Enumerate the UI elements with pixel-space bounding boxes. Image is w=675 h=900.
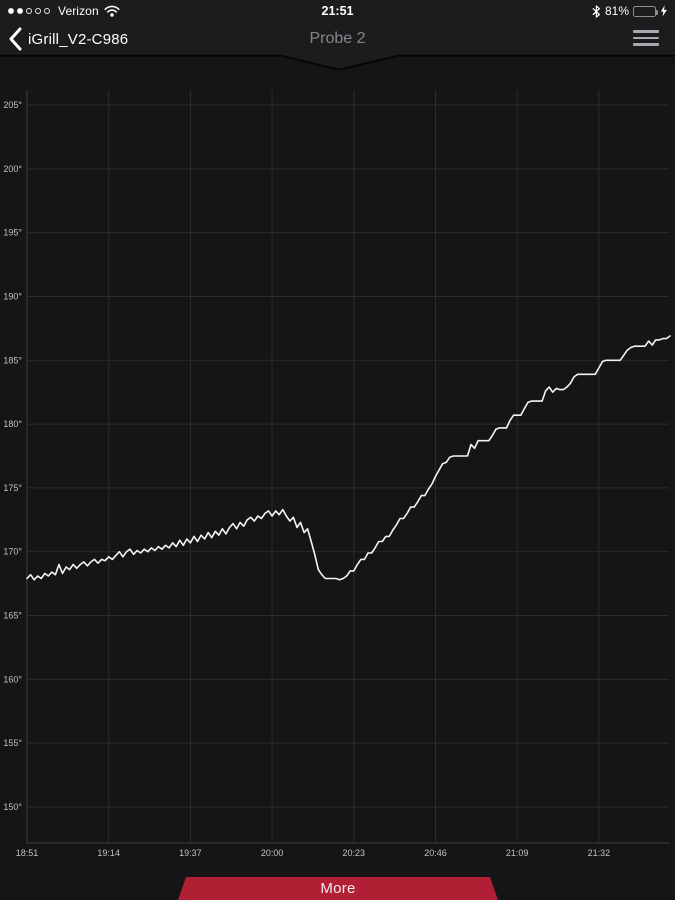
y-tick-label: 205°: [3, 100, 22, 110]
x-tick-label: 21:09: [506, 848, 529, 858]
x-tick-label: 21:32: [588, 848, 611, 858]
battery-percent: 81%: [604, 4, 629, 18]
y-tick-label: 155°: [3, 738, 22, 748]
y-tick-label: 170°: [3, 547, 22, 557]
battery-icon: [633, 5, 658, 17]
y-tick-label: 200°: [3, 164, 22, 174]
y-tick-label: 185°: [3, 355, 22, 365]
x-tick-labels: 18:51 19:14 19:37 20:00 20:23 20:46 21:09 21:32: [16, 848, 610, 858]
charging-bolt-icon: [660, 5, 667, 17]
x-tick-label: 20:23: [343, 848, 366, 858]
y-tick-label: 195°: [3, 228, 22, 238]
chart-gridlines: [26, 90, 669, 843]
chart-axes: [26, 90, 669, 844]
x-tick-label: 19:14: [97, 848, 120, 858]
nav-bar: iGrill_V2-C986 Probe 2: [0, 22, 675, 56]
temperature-line: [26, 335, 671, 581]
y-tick-label: 175°: [3, 483, 22, 493]
back-chevron-icon: [9, 27, 22, 51]
y-tick-label: 165°: [3, 611, 22, 621]
bluetooth-icon: [592, 4, 600, 18]
status-time: 21:51: [321, 4, 354, 18]
x-tick-label: 20:46: [424, 848, 447, 858]
more-button[interactable]: More: [178, 877, 498, 900]
x-tick-label: 18:51: [16, 848, 39, 858]
status-bar: Verizon 21:51 81%: [0, 0, 675, 22]
hamburger-menu-icon: [633, 30, 659, 46]
y-tick-label: 150°: [3, 802, 22, 812]
y-tick-label: 190°: [3, 291, 22, 301]
y-tick-labels: 150° 155° 160° 165° 170° 175° 180° 185° 190° 195°…: [3, 100, 22, 812]
temperature-series: [26, 335, 671, 581]
x-tick-label: 20:00: [261, 848, 284, 858]
back-label: iGrill_V2-C986: [28, 30, 129, 48]
y-tick-label: 180°: [3, 419, 22, 429]
menu-button[interactable]: [631, 26, 661, 50]
back-button[interactable]: iGrill_V2-C986: [0, 23, 136, 55]
x-tick-label: 19:37: [179, 848, 202, 858]
y-tick-label: 160°: [3, 674, 22, 684]
